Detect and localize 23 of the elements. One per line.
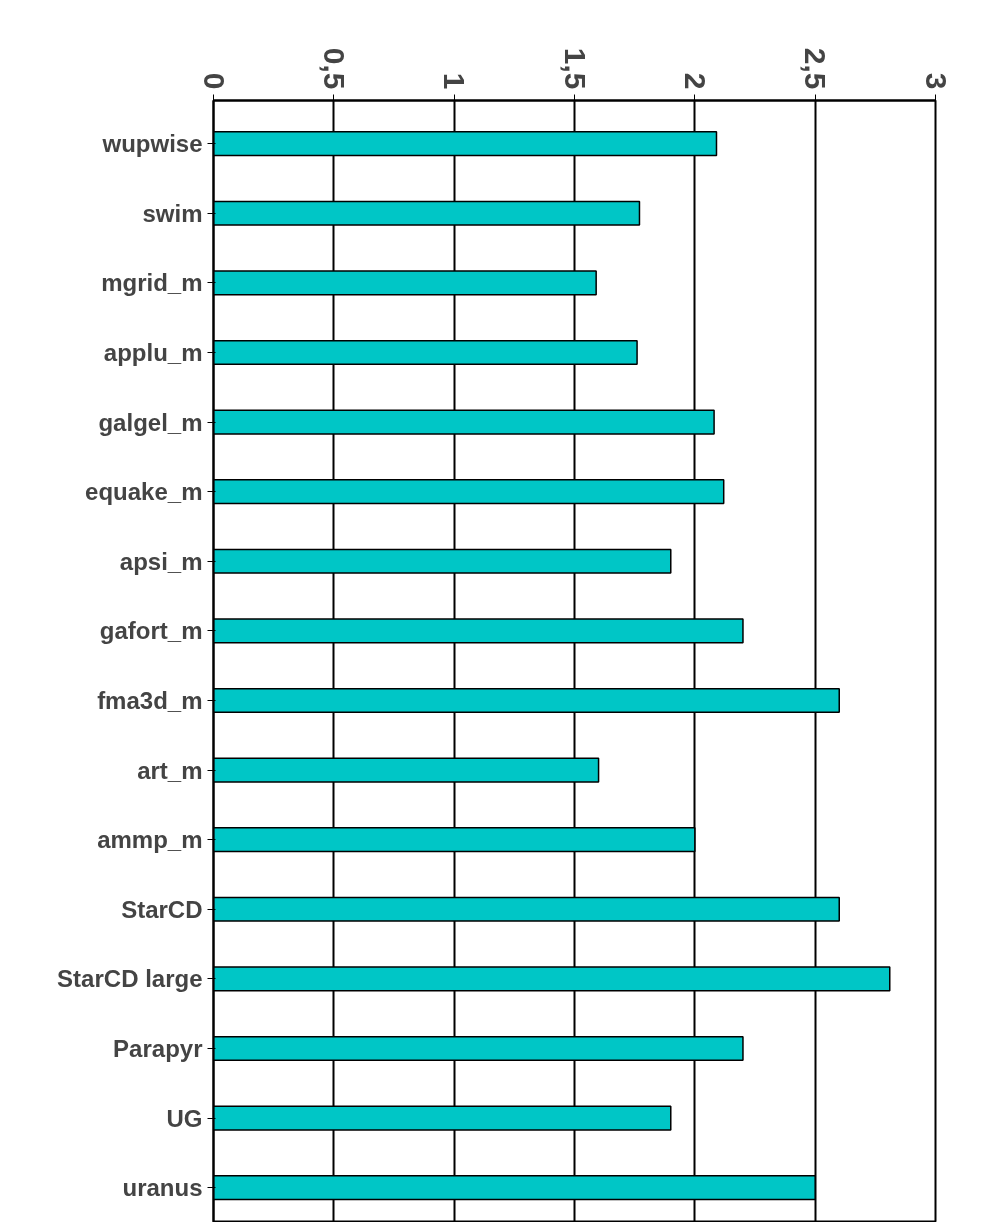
y-tick-label: uranus — [122, 1174, 203, 1202]
x-tick-label: 1 — [438, 72, 472, 90]
y-tick-label: apsi_m — [119, 547, 203, 575]
x-tick-label: 1,5 — [558, 47, 592, 90]
y-tick-label: galgel_m — [98, 408, 203, 436]
y-tick-label: ammp_m — [97, 826, 203, 854]
y-tick-label: fma3d_m — [97, 686, 203, 714]
y-tick-label: Parapyr — [113, 1034, 203, 1062]
x-tick-label: 0 — [197, 72, 231, 90]
y-tick-label: StarCD — [121, 895, 203, 923]
y-tick-label: wupwise — [101, 130, 203, 158]
y-tick-label: gafort_m — [99, 617, 203, 645]
y-tick-label: equake_m — [85, 478, 203, 506]
y-tick-label: art_m — [137, 756, 203, 784]
y-tick-label: UG — [166, 1104, 203, 1132]
y-tick-label: applu_m — [103, 338, 203, 366]
x-tick-label: 2 — [678, 72, 712, 90]
y-tick-label: swim — [142, 199, 203, 227]
y-tick-label: mgrid_m — [101, 269, 203, 297]
x-tick-label: 3 — [919, 72, 953, 90]
x-tick-label: 2,5 — [799, 47, 833, 90]
x-tick-label: 0,5 — [317, 47, 351, 90]
y-tick-label: StarCD large — [57, 965, 203, 993]
